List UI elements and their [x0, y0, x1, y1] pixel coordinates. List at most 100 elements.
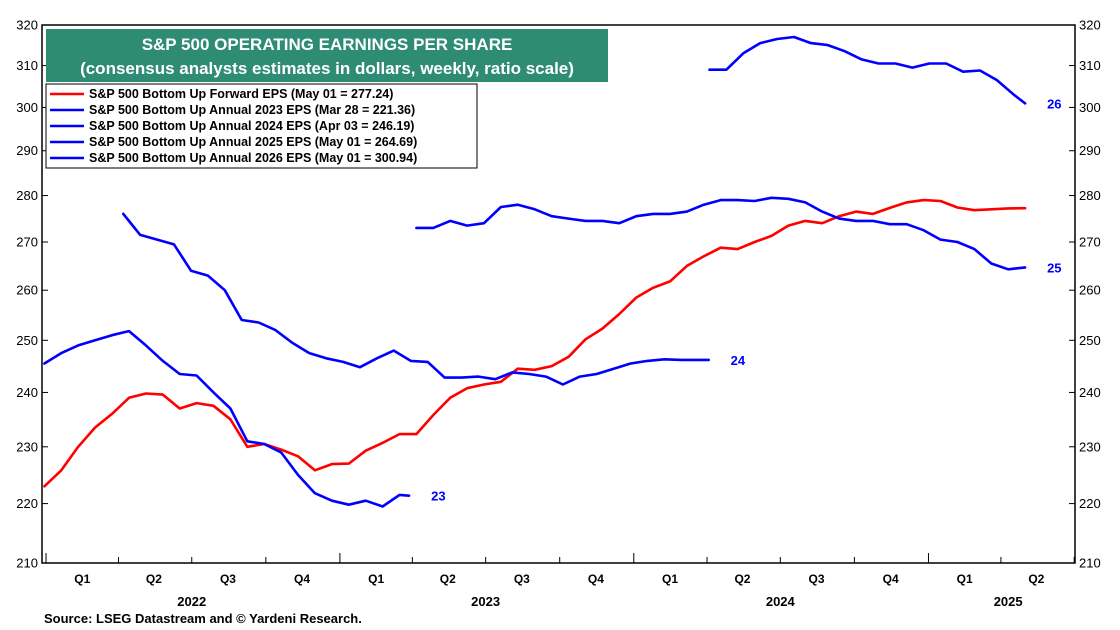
legend-label: S&P 500 Bottom Up Annual 2026 EPS (May 0… [89, 151, 417, 165]
data-point [224, 289, 226, 291]
data-point [196, 402, 198, 404]
series-end-label: 26 [1047, 96, 1061, 111]
legend-label: S&P 500 Bottom Up Annual 2023 EPS (Mar 2… [89, 103, 415, 117]
data-point [663, 358, 666, 360]
data-point [601, 220, 604, 222]
data-point [877, 62, 880, 65]
data-point [855, 220, 857, 222]
data-point [613, 368, 615, 370]
y-tick-label-right: 210 [1079, 556, 1101, 571]
data-point [635, 297, 637, 299]
data-point [212, 405, 215, 407]
data-point [241, 319, 243, 321]
y-tick-label-left: 230 [16, 439, 38, 454]
data-point [162, 360, 164, 362]
data-point [939, 200, 942, 202]
y-tick-label-right: 220 [1079, 496, 1101, 511]
data-point [427, 361, 429, 363]
y-tick-label-left: 250 [16, 333, 38, 348]
data-point [60, 352, 62, 354]
data-point [466, 225, 468, 227]
data-point [894, 62, 897, 65]
series-line-2 [122, 212, 711, 386]
data-point [686, 265, 688, 267]
data-point [477, 376, 479, 378]
data-point [680, 359, 682, 361]
y-tick-label-right: 280 [1079, 188, 1101, 203]
data-point [173, 243, 175, 245]
data-point [359, 366, 361, 368]
data-point [348, 504, 350, 506]
chart-subtitle: (consensus analysts estimates in dollars… [80, 59, 574, 78]
data-point [534, 369, 536, 371]
y-tick-label-right: 300 [1079, 100, 1101, 115]
data-point [787, 198, 790, 200]
data-point [708, 69, 711, 71]
x-quarter-label: Q3 [220, 572, 236, 586]
legend-item: S&P 500 Bottom Up Forward EPS (May 01 = … [50, 87, 393, 101]
data-point [162, 394, 164, 396]
series-end-label: 23 [431, 489, 445, 504]
data-point [939, 239, 942, 241]
data-point [669, 213, 671, 215]
data-point [1007, 207, 1009, 209]
data-point [365, 450, 367, 452]
data-point [973, 209, 976, 211]
y-tick-label-left: 240 [16, 385, 38, 400]
data-point [331, 463, 333, 465]
data-point [652, 287, 654, 289]
y-tick-label-right: 230 [1079, 439, 1101, 454]
data-point [280, 449, 282, 451]
data-point [314, 492, 316, 494]
data-point [990, 208, 992, 210]
y-tick-label-left: 210 [16, 556, 38, 571]
data-point [258, 321, 260, 324]
data-point [821, 222, 823, 224]
data-point [297, 474, 299, 476]
data-point [483, 383, 485, 386]
data-point [280, 451, 282, 453]
x-quarter-label: Q3 [809, 572, 825, 586]
x-year-label: 2025 [994, 594, 1023, 609]
data-point [804, 220, 806, 222]
y-tick-label-right: 270 [1079, 235, 1101, 250]
y-tick-label-left: 220 [16, 496, 38, 511]
legend: S&P 500 Bottom Up Forward EPS (May 01 = … [45, 83, 478, 169]
data-point [382, 442, 384, 444]
source-note: Source: LSEG Datastream and © Yardeni Re… [44, 611, 362, 626]
data-point [196, 374, 198, 377]
data-point [415, 433, 417, 435]
data-point [669, 280, 671, 282]
data-point [145, 392, 147, 395]
data-point [737, 199, 739, 201]
data-point [584, 220, 587, 222]
legend-label: S&P 500 Bottom Up Annual 2024 EPS (Apr 0… [89, 119, 414, 133]
y-tick-label-left: 280 [16, 188, 38, 203]
data-point [568, 356, 570, 358]
data-point [466, 387, 468, 389]
y-tick-label-left: 270 [16, 235, 38, 250]
y-tick-label-right: 240 [1079, 385, 1101, 400]
data-point [956, 241, 959, 243]
data-point [314, 469, 316, 471]
data-point [398, 433, 401, 435]
title-box: S&P 500 OPERATING EARNINGS PER SHARE (co… [46, 29, 608, 82]
data-point [500, 381, 502, 383]
y-tick-label-right: 260 [1079, 283, 1101, 298]
data-point [43, 362, 46, 365]
x-year-label: 2022 [177, 594, 206, 609]
data-point [545, 376, 547, 378]
data-point [348, 463, 350, 465]
data-point [821, 211, 823, 213]
data-point [697, 359, 699, 361]
legend-box [45, 83, 478, 169]
x-year-label: 2023 [471, 594, 500, 609]
data-point [528, 373, 530, 375]
data-point [60, 469, 62, 471]
data-point [990, 262, 992, 265]
series-end-label: 25 [1047, 260, 1061, 275]
data-point [398, 494, 401, 496]
y-tick-label-left: 320 [16, 18, 38, 33]
data-point [342, 361, 344, 363]
